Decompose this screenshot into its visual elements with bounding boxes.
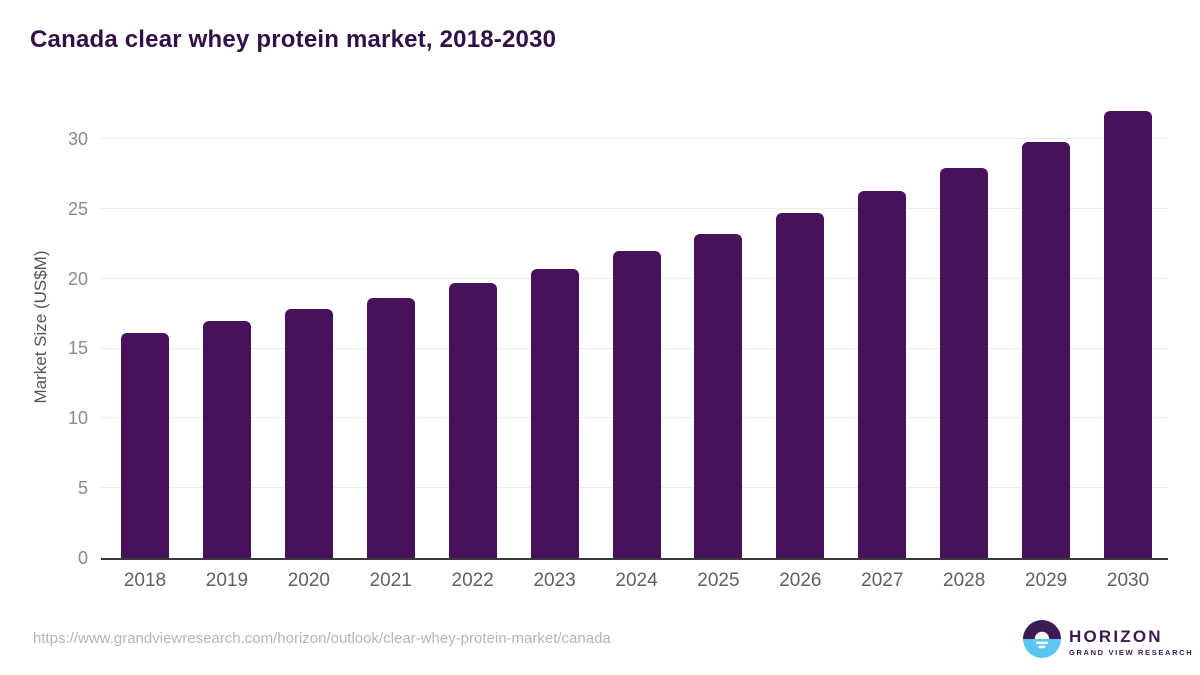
bar-2030 <box>1104 111 1153 558</box>
x-tick-label: 2018 <box>123 570 167 591</box>
x-tick-label: 2020 <box>287 570 330 591</box>
y-tick-label: 25 <box>67 198 88 219</box>
bar-2023 <box>530 268 579 558</box>
horizon-sun-icon <box>1022 619 1062 664</box>
bar-2024 <box>612 250 661 558</box>
bar-2021 <box>366 298 415 558</box>
y-tick-label: 5 <box>77 478 88 499</box>
y-tick-label: 15 <box>67 338 88 359</box>
bar-2028 <box>940 168 989 558</box>
plot-area <box>101 96 1168 560</box>
bar-2029 <box>1022 141 1071 558</box>
x-tick-label: 2030 <box>1106 570 1150 591</box>
gridline <box>101 207 1168 209</box>
x-tick-label: 2029 <box>1024 570 1068 591</box>
x-tick-label: 2019 <box>205 570 249 591</box>
bar-2019 <box>202 320 251 558</box>
y-tick-label: 10 <box>67 408 88 429</box>
x-tick-label: 2025 <box>697 570 740 591</box>
bar-2020 <box>284 309 333 558</box>
source-url: https://www.grandviewresearch.com/horizo… <box>33 630 611 647</box>
logo-subtitle: GRAND VIEW RESEARCH <box>1069 647 1194 657</box>
x-tick-label: 2021 <box>369 570 412 591</box>
x-tick-label: 2024 <box>615 570 658 591</box>
logo-title: HORIZON <box>1069 626 1163 646</box>
x-tick-label: 2022 <box>451 570 494 591</box>
bar-2022 <box>448 282 497 558</box>
x-tick-label: 2023 <box>533 570 576 591</box>
horizon-logo-text: HORIZON GRAND VIEW RESEARCH <box>1069 627 1193 657</box>
bar-2027 <box>858 190 907 558</box>
bar-2025 <box>694 233 743 558</box>
bar-2026 <box>776 213 825 558</box>
y-tick-label: 0 <box>77 548 88 568</box>
y-tick-label: 30 <box>67 128 88 149</box>
horizon-logo: HORIZON GRAND VIEW RESEARCH <box>1022 619 1193 664</box>
bar-2018 <box>121 333 169 558</box>
x-tick-label: 2027 <box>861 570 904 591</box>
chart-title: Canada clear whey protein market, 2018-2… <box>30 26 557 53</box>
gridline <box>101 138 1168 139</box>
y-tick-label: 20 <box>67 268 88 289</box>
x-tick-label: 2028 <box>943 570 986 591</box>
x-tick-label: 2026 <box>779 570 822 591</box>
